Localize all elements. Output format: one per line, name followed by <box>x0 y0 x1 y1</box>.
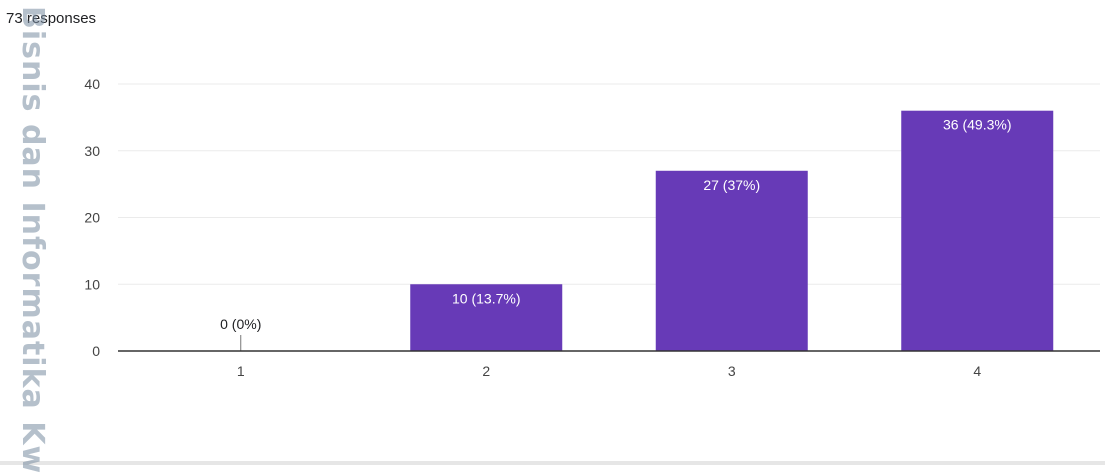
bar <box>901 110 1054 351</box>
bar-value-label: 27 (37%) <box>703 177 760 193</box>
responses-count: 73 responses <box>6 10 97 27</box>
bar <box>410 284 563 351</box>
y-tick-label: 10 <box>84 276 100 292</box>
bar-value-label: 0 (0%) <box>220 316 261 332</box>
y-tick-label: 30 <box>84 143 100 159</box>
bar-value-label: 36 (49.3%) <box>943 117 1011 133</box>
bottom-divider <box>0 461 1105 465</box>
x-tick-label: 4 <box>973 363 981 379</box>
y-tick-label: 40 <box>84 76 100 92</box>
bar <box>655 170 808 351</box>
x-tick-label: 1 <box>237 363 245 379</box>
y-tick-label: 0 <box>92 343 100 359</box>
x-tick-label: 2 <box>482 363 490 379</box>
x-tick-label: 3 <box>728 363 736 379</box>
bar-value-label: 10 (13.7%) <box>452 290 520 306</box>
y-tick-label: 20 <box>84 210 100 226</box>
